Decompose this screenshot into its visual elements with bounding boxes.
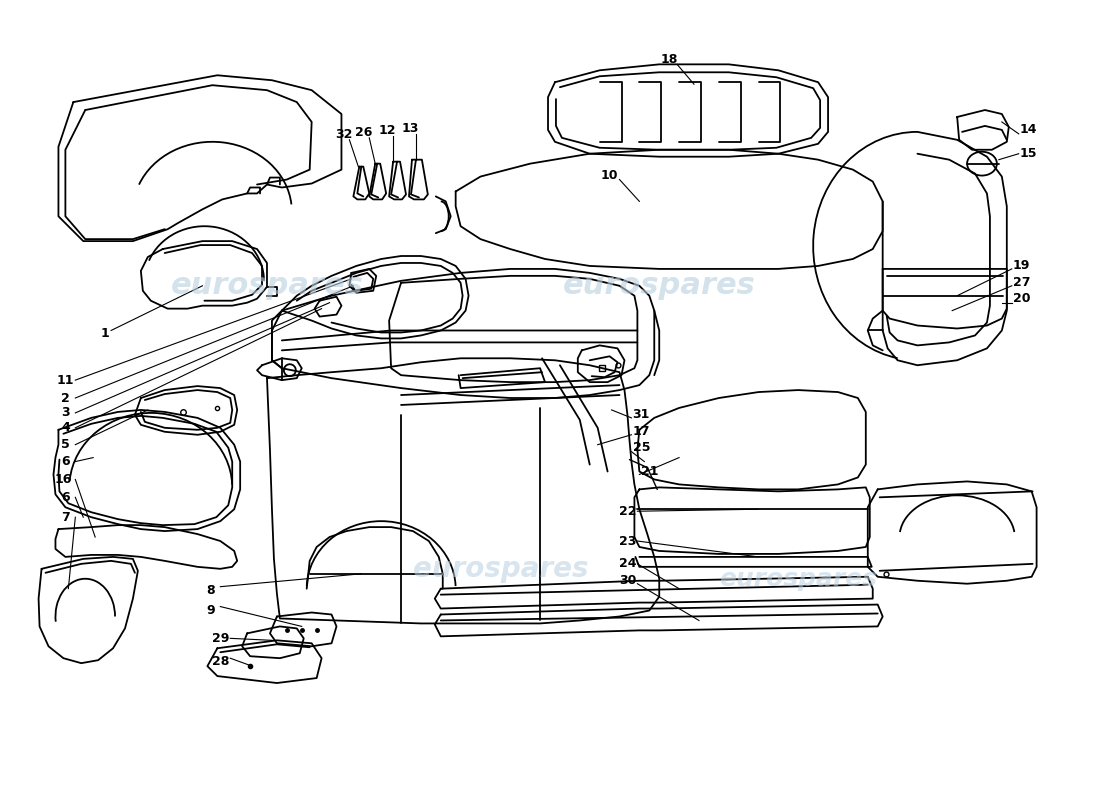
Text: 9: 9 [206,604,214,617]
Text: 23: 23 [619,534,636,547]
Text: eurospares: eurospares [412,555,588,583]
Text: 26: 26 [354,126,372,139]
Text: 12: 12 [378,124,396,138]
Text: eurospares: eurospares [563,271,756,300]
Text: 10: 10 [601,169,618,182]
Text: 1: 1 [101,327,110,340]
Text: 7: 7 [60,510,69,524]
Text: 17: 17 [632,426,650,438]
Text: 25: 25 [632,441,650,454]
Text: 6: 6 [62,491,69,504]
Text: 20: 20 [1013,292,1031,306]
Text: 18: 18 [660,53,678,66]
Text: 3: 3 [62,406,69,419]
Text: 22: 22 [618,505,636,518]
Text: 19: 19 [1013,259,1031,273]
Text: 31: 31 [632,408,650,422]
Text: 5: 5 [60,438,69,451]
Text: 28: 28 [211,654,229,668]
Text: 29: 29 [211,632,229,645]
Text: 30: 30 [619,574,636,587]
Text: 11: 11 [56,374,74,386]
Text: 16: 16 [55,473,73,486]
Text: eurospares: eurospares [170,271,363,300]
Text: 4: 4 [60,422,69,434]
Text: 15: 15 [1020,147,1037,160]
Text: eurospares: eurospares [719,566,878,590]
Text: 32: 32 [334,128,352,142]
Text: 13: 13 [402,122,419,135]
Text: 6: 6 [62,455,69,468]
Text: 27: 27 [1013,276,1031,290]
Text: 8: 8 [206,584,214,597]
Text: 14: 14 [1020,123,1037,136]
Text: 24: 24 [618,558,636,570]
Text: 21: 21 [640,465,658,478]
Text: 2: 2 [60,391,69,405]
